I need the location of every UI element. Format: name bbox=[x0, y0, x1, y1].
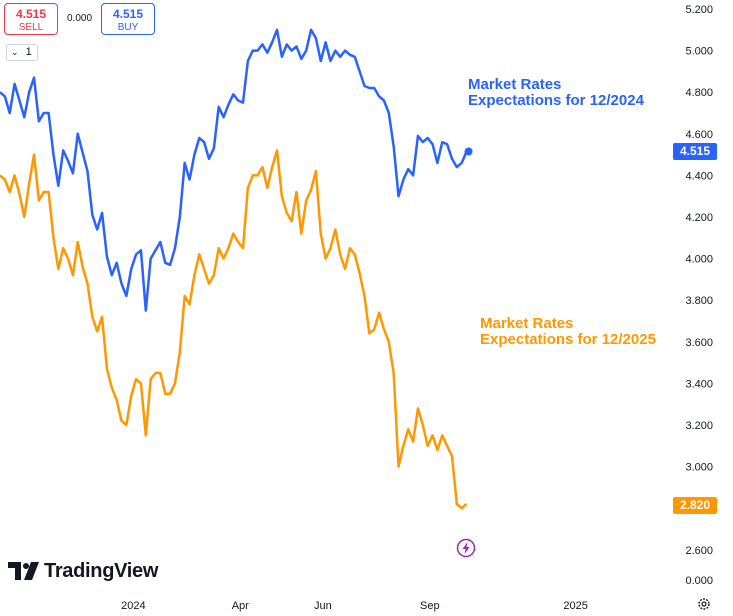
y-tick-label: 2.600 bbox=[685, 545, 713, 557]
sell-button[interactable]: 4.515 SELL bbox=[4, 3, 58, 35]
y-tick-label: 3.000 bbox=[685, 462, 713, 474]
y-tick-label: 4.000 bbox=[685, 254, 713, 266]
y-tick-label: 3.800 bbox=[685, 295, 713, 307]
buy-button[interactable]: 4.515 BUY bbox=[101, 3, 155, 35]
y-tick-label: 3.400 bbox=[685, 378, 713, 390]
quantity-value: 1 bbox=[25, 46, 32, 58]
sell-label: SELL bbox=[18, 22, 44, 33]
x-tick-label: 2025 bbox=[563, 600, 587, 612]
y-tick-label: 4.400 bbox=[685, 170, 713, 182]
series-line-series_2024 bbox=[0, 28, 468, 312]
annotation-2024-line1: Market Rates bbox=[468, 76, 562, 93]
y-tick-label: 3.200 bbox=[685, 420, 713, 432]
series-line-series_2025 bbox=[0, 149, 468, 510]
x-tick-label: Sep bbox=[420, 600, 440, 612]
tradingview-logo[interactable]: TradingView bbox=[8, 558, 158, 584]
chevron-down-icon: ⌄ bbox=[11, 47, 19, 57]
y-tick-label: 4.600 bbox=[685, 129, 713, 141]
y-tick-label: 4.800 bbox=[685, 87, 713, 99]
last-point-marker bbox=[464, 147, 473, 156]
y-tick-label: 4.200 bbox=[685, 212, 713, 224]
annotation-2025-line1: Market Rates bbox=[480, 315, 574, 332]
brand-name: TradingView bbox=[44, 559, 159, 582]
annotation-2025: Market Rates Expectations for 12/2025 bbox=[480, 316, 656, 348]
buy-price: 4.515 bbox=[112, 7, 144, 21]
y-axis: 5.200 5.000 4.800 4.600 4.400 4.200 4.000 3.800… bbox=[685, 4, 713, 587]
annotation-2024: Market Rates Expectations for 12/2024 bbox=[468, 77, 644, 109]
y-tick-label: 5.000 bbox=[685, 46, 713, 58]
x-axis: 2024 Apr Jun Sep 2025 bbox=[121, 600, 588, 612]
sell-price: 4.515 bbox=[15, 7, 47, 21]
annotation-2024-line2: Expectations for 12/2024 bbox=[468, 92, 644, 109]
x-tick-label: Apr bbox=[232, 600, 249, 612]
x-tick-label: 2024 bbox=[121, 600, 145, 612]
last-value-tag-2024: 4.515 bbox=[673, 143, 717, 160]
tradingview-logo-icon bbox=[8, 562, 39, 580]
annotation-2025-line2: Expectations for 12/2025 bbox=[480, 331, 656, 348]
last-value-tag-2025: 2.820 bbox=[673, 497, 717, 514]
gear-icon[interactable] bbox=[697, 597, 711, 611]
lightning-icon[interactable] bbox=[456, 538, 476, 558]
buy-label: BUY bbox=[117, 22, 139, 33]
x-tick-label: Jun bbox=[314, 600, 332, 612]
spread-value: 0.000 bbox=[67, 13, 93, 24]
y-tick-label: 5.200 bbox=[685, 4, 713, 16]
y-tick-label: 0.000 bbox=[685, 575, 713, 587]
y-tick-label: 3.600 bbox=[685, 337, 713, 349]
quantity-stepper[interactable]: ⌄ 1 bbox=[6, 44, 38, 61]
series-layer bbox=[0, 28, 473, 510]
